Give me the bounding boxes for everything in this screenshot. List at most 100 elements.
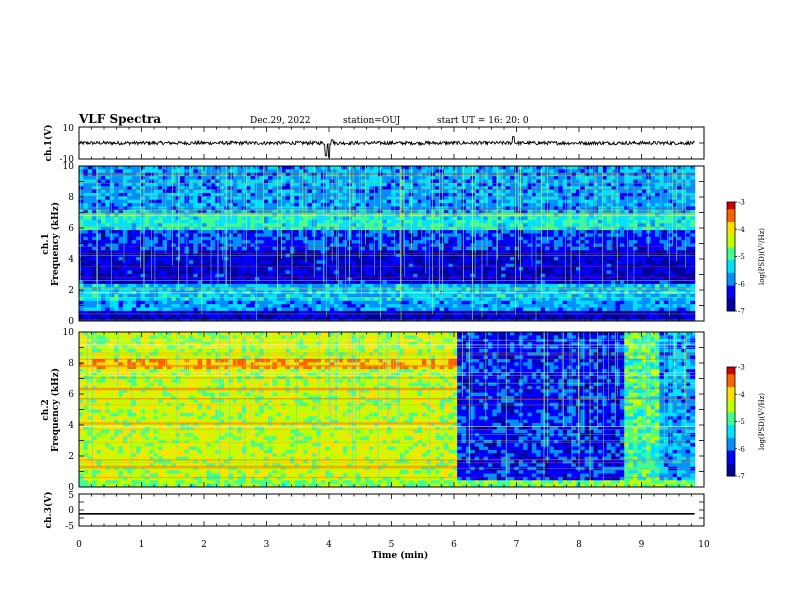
spectrogram-cell [514, 213, 520, 218]
spectrogram-cell [206, 246, 212, 251]
spectrogram-cell [413, 236, 419, 241]
spectrogram-cell [158, 250, 164, 255]
spectrogram-cell [224, 304, 230, 309]
spectrogram-cell [294, 246, 300, 251]
spectrogram-cell [109, 277, 115, 282]
spectrogram-cell [281, 209, 287, 214]
spectrogram-cell [188, 233, 194, 238]
spectrogram-cell [536, 213, 542, 218]
spectrogram-cell [509, 192, 515, 197]
spectrogram-cell [421, 256, 427, 261]
spectrogram-cell [105, 166, 111, 170]
spectrogram-cell [439, 246, 445, 251]
spectrogram-cell [294, 186, 300, 191]
spectrogram-cell [435, 290, 441, 295]
spectrogram-cell [131, 297, 137, 302]
spectrogram-cell [448, 166, 454, 170]
spectrogram-cell [465, 166, 471, 170]
spectrogram-cell [232, 216, 238, 221]
spectrogram-cell [254, 243, 260, 248]
spectrogram-cell [193, 290, 199, 295]
spectrogram-cell [276, 219, 282, 224]
spectrogram-cell [435, 283, 441, 288]
spectrogram-cell [237, 233, 243, 238]
spectrogram-cell [96, 294, 102, 299]
spectrogram-cell [285, 216, 291, 221]
spectrogram-cell [439, 196, 445, 201]
spectrogram-cell [109, 307, 115, 312]
spectrogram-cell [505, 250, 511, 255]
spectrogram-cell [325, 203, 331, 208]
spectrogram-cell [228, 270, 234, 275]
spectrogram-cell [492, 310, 498, 315]
spectrogram-cell [523, 250, 529, 255]
spectrogram-cell [325, 273, 331, 278]
spectrogram-cell [259, 179, 265, 184]
spectrogram-cell [518, 260, 524, 265]
spectrogram-cell [461, 304, 467, 309]
spectrogram-cell [536, 297, 542, 302]
spectrogram-cell [338, 199, 344, 204]
spectrogram-cell [254, 246, 260, 251]
spectrogram-cell [413, 283, 419, 288]
spectrogram-cell [83, 317, 89, 321]
spectrogram-cell [496, 176, 502, 181]
spectrogram-cell [171, 213, 177, 218]
spectrogram-cell [96, 267, 102, 272]
spectrogram-cell [144, 176, 150, 181]
spectrogram-cell [219, 209, 225, 214]
spectrogram-cell [439, 314, 445, 319]
spectrogram-cell [197, 176, 203, 181]
spectrogram-cell [144, 280, 150, 285]
spectrogram-cell [232, 186, 238, 191]
spectrogram-cell [202, 192, 208, 197]
spectrogram-cell [202, 256, 208, 261]
spectrogram-cell [496, 267, 502, 272]
spectrogram-cell [122, 179, 128, 184]
spectrogram-cell [87, 199, 93, 204]
spectrogram-cell [158, 270, 164, 275]
spectrogram-cell [505, 209, 511, 214]
spectrogram-cell [144, 169, 150, 174]
spectrogram-cell [276, 216, 282, 221]
spectrogram-cell [188, 267, 194, 272]
spectrogram-cell [413, 290, 419, 295]
spectrogram-cell [83, 250, 89, 255]
spectrogram-cell [180, 236, 186, 241]
spectrogram-cell [105, 192, 111, 197]
spectrogram-cell [369, 304, 375, 309]
spectrogram-cell [122, 280, 128, 285]
spectrogram-cell [206, 240, 212, 245]
spectrogram-cell [527, 243, 533, 248]
spectrogram-cell [298, 273, 304, 278]
spectrogram-cell [193, 283, 199, 288]
spectrogram-cell [259, 166, 265, 170]
spectrogram-cell [435, 246, 441, 251]
spectrogram-cell [83, 294, 89, 299]
spectrogram-cell [303, 310, 309, 315]
spectrogram-cell [307, 297, 313, 302]
spectrogram-cell [430, 310, 436, 315]
spectrogram-cell [127, 186, 133, 191]
spectrogram-cell [100, 192, 106, 197]
spectrogram-cell [114, 283, 120, 288]
spectrogram-cell [92, 192, 98, 197]
spectrogram-cell [400, 256, 405, 261]
spectrogram-cell [246, 273, 252, 278]
spectrogram-cell [219, 277, 225, 282]
spectrogram-cell [492, 317, 498, 321]
spectrogram-cell [131, 209, 137, 214]
spectrogram-cell [254, 294, 260, 299]
spectrogram-cell [364, 189, 370, 194]
spectrogram-cell [435, 273, 441, 278]
spectrogram-cell [127, 277, 133, 282]
spectrogram-cell [404, 243, 410, 248]
spectrogram-cell [171, 186, 177, 191]
spectrogram-cell [246, 277, 252, 282]
spectrogram-cell [369, 283, 375, 288]
spectrogram-cell [294, 300, 300, 305]
spectrogram-cell [439, 219, 445, 224]
spectrogram-cell [193, 294, 199, 299]
spectrogram-cell [175, 196, 181, 201]
spectrogram-cell [259, 290, 265, 295]
